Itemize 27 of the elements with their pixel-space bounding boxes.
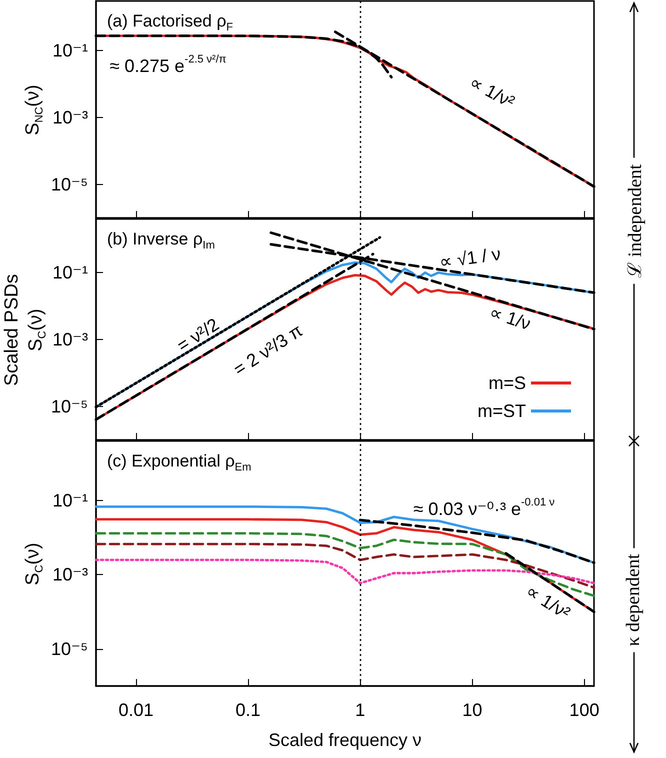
legend-label: m=S <box>488 373 526 393</box>
text: ℒ independent <box>621 158 647 284</box>
annotation: = ν²/2 <box>173 314 223 356</box>
y-tick-label: 10⁻³ <box>52 330 88 350</box>
y-tick-label: 10⁻⁵ <box>51 638 88 659</box>
y-axis-title: SC(ν) <box>22 542 46 586</box>
x-tick-label: 1 <box>355 700 366 720</box>
annotation: = 2 ν²/3 π <box>230 320 306 380</box>
annotation: ∝ 1/ν² <box>466 72 518 112</box>
y-tick-label: 10⁻¹ <box>52 262 88 283</box>
x-tick-label: 0.01 <box>118 700 154 720</box>
y-tick-label: 10⁻⁵ <box>51 396 88 417</box>
y-tick-label: 10⁻¹ <box>52 490 88 510</box>
text: κ dependent <box>623 547 645 652</box>
y-axis-title: SNC(ν) <box>22 84 46 136</box>
x-axis-title: Scaled frequency ν <box>268 730 422 750</box>
annotation: ∝ 1/ν² <box>522 580 574 624</box>
x-tick-label: 10 <box>462 700 482 720</box>
annotation: ∝ 1/ν <box>487 302 533 334</box>
y-tick-label: 10⁻³ <box>52 107 88 128</box>
legend-label: m=ST <box>477 401 526 421</box>
y-tick-label: 10⁻³ <box>52 564 88 585</box>
y-tick-label: 10⁻¹ <box>52 40 88 60</box>
annotation: ∝ √1 / ν <box>438 244 502 272</box>
y-tick-label: 10⁻⁵ <box>51 174 88 194</box>
x-tick-label: 100 <box>569 700 600 720</box>
x-tick-label: 0.1 <box>236 700 261 720</box>
